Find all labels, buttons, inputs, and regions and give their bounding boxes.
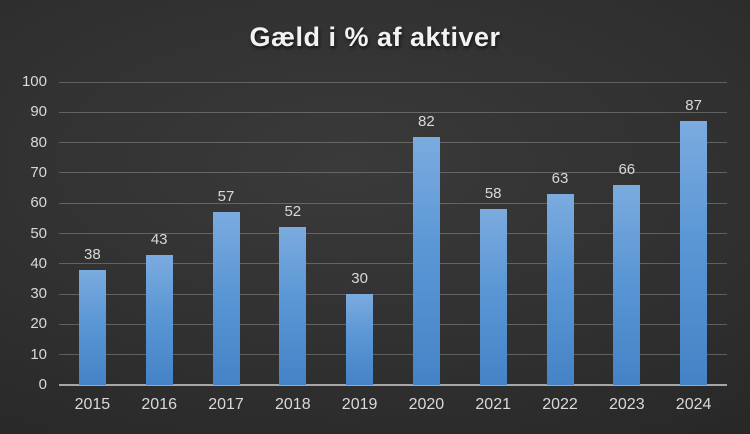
y-tick-label: 80 (30, 133, 47, 151)
bar-value-label: 57 (217, 188, 235, 206)
y-tick-label: 100 (21, 73, 47, 90)
y-tick-label: 50 (30, 224, 47, 242)
bar-value-label: 38 (84, 245, 101, 263)
bar-2016 (145, 254, 173, 385)
bar-value-label: 66 (618, 161, 636, 179)
gridline (59, 263, 727, 265)
bar-2015 (78, 269, 106, 385)
gridline (59, 293, 727, 295)
gridline (59, 323, 727, 325)
bar-value-label: 43 (150, 230, 168, 248)
x-tick-label: 2024 (675, 396, 712, 413)
gridline (59, 354, 727, 356)
y-tick-label: 70 (30, 163, 47, 181)
x-tick-label: 2022 (542, 396, 578, 413)
x-tick-label: 2018 (275, 396, 311, 413)
gridline (59, 233, 727, 234)
x-tick-label: 2019 (341, 396, 378, 413)
gridline (59, 142, 727, 144)
y-tick-label: 30 (30, 285, 47, 303)
bar-2020 (412, 136, 440, 385)
bar-value-label: 82 (418, 112, 435, 130)
x-tick-label: 2017 (208, 396, 244, 413)
x-tick-label: 2016 (141, 396, 177, 413)
x-tick-label: 2021 (475, 396, 511, 413)
bar-2024 (680, 121, 708, 385)
y-tick-label: 20 (30, 315, 47, 333)
y-tick-label: 60 (30, 194, 47, 212)
y-tick-label: 10 (30, 345, 47, 363)
gridline (59, 172, 727, 174)
bar-value-label: 63 (551, 170, 569, 188)
y-tick-label: 0 (38, 376, 47, 393)
bar-2023 (613, 185, 641, 385)
gridline (59, 81, 727, 83)
chart-title: Gæld i % af aktiver (249, 22, 501, 52)
bar-value-label: 30 (351, 270, 368, 288)
gridline (59, 111, 727, 113)
y-tick-label: 90 (30, 103, 47, 121)
bar-value-label: 52 (284, 203, 302, 221)
x-tick-label: 2020 (408, 396, 445, 413)
bar-value-label: 87 (685, 97, 702, 115)
y-tick-label: 40 (30, 254, 47, 272)
x-axis-line (59, 384, 727, 386)
x-tick-label: 2023 (609, 396, 645, 413)
bar-2022 (546, 194, 574, 385)
bar-2017 (212, 212, 240, 385)
bar-2018 (279, 227, 307, 385)
bar-2019 (346, 294, 374, 385)
x-tick-label: 2015 (74, 396, 111, 413)
bar-2021 (479, 209, 507, 385)
bar-value-label: 58 (484, 185, 502, 203)
gridline (59, 202, 727, 204)
